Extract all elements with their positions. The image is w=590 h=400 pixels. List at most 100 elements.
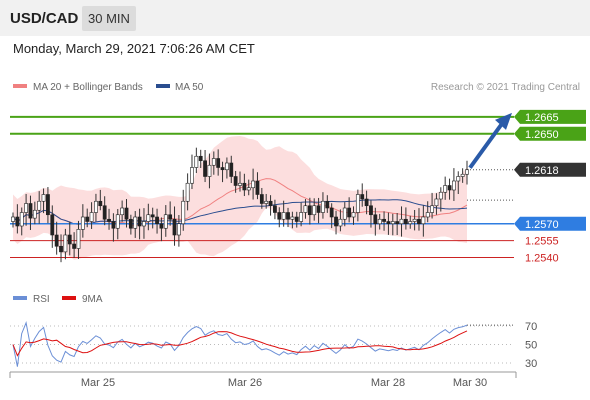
candle	[142, 208, 146, 239]
candle-body	[142, 221, 146, 227]
candle	[115, 209, 120, 240]
candle-body	[434, 198, 439, 207]
candle-body	[294, 216, 299, 222]
candle-body	[329, 207, 334, 218]
candle-body	[264, 200, 269, 204]
candle-body	[238, 182, 242, 186]
candle-body	[216, 158, 221, 168]
candle	[185, 173, 190, 211]
candle-body	[373, 214, 378, 225]
level-tag-3	[514, 216, 586, 231]
candle-body	[307, 205, 312, 216]
candle	[94, 193, 98, 222]
candle	[312, 198, 317, 221]
candle	[37, 191, 42, 224]
forecast-arrow-shaft	[468, 119, 506, 169]
candle	[386, 212, 391, 235]
ma9-legend-label: 9MA	[82, 294, 103, 305]
candle	[281, 200, 286, 227]
candle	[286, 207, 290, 228]
candle	[207, 153, 212, 189]
candle-body	[211, 158, 216, 166]
rsi-tick-label: 70	[525, 321, 537, 333]
candle-body	[89, 212, 94, 222]
candle	[434, 193, 439, 215]
symbol-label: USD/CAD	[10, 10, 79, 27]
candle	[111, 213, 116, 242]
ma9-legend-swatch	[62, 296, 76, 300]
candle-body	[107, 218, 111, 222]
candle	[360, 183, 365, 207]
candle	[150, 207, 155, 229]
candle	[342, 202, 347, 227]
candle-body	[242, 182, 247, 191]
candle-body	[355, 194, 360, 213]
candle-body	[159, 223, 164, 229]
candle-body	[364, 198, 369, 207]
candle-body	[176, 223, 181, 236]
candle-body	[54, 234, 59, 247]
candle-body	[181, 200, 186, 225]
candle	[364, 190, 369, 215]
candle	[59, 234, 63, 263]
candle-body	[198, 155, 203, 162]
candle	[264, 193, 269, 209]
forecast-arrow-head	[495, 112, 512, 130]
rsi-tick-label: 50	[525, 340, 537, 352]
main-legend: MA 20 + Bollinger Bands MA 50 Research ©…	[13, 82, 580, 93]
bollinger-legend-label: MA 20 + Bollinger Bands	[33, 82, 143, 93]
candle-body	[172, 218, 177, 236]
price-panel: 1.2665 1.2650 1.2618 1.2570 1.2555 1.2540	[10, 109, 586, 265]
level-label-5: 1.2540	[525, 253, 559, 265]
candle	[102, 196, 107, 226]
candle	[225, 157, 229, 179]
candle	[377, 213, 382, 230]
candle-body	[124, 207, 129, 220]
candle	[98, 189, 103, 211]
candle	[460, 168, 465, 183]
candle-body	[316, 205, 321, 213]
candle-body	[220, 167, 225, 171]
candle-body	[342, 207, 347, 220]
candle	[290, 211, 295, 229]
candle	[233, 170, 238, 193]
candle-body	[465, 169, 469, 175]
candle-body	[111, 221, 116, 229]
candle	[408, 215, 413, 229]
candle-body	[207, 164, 212, 177]
candle-body	[286, 212, 290, 220]
candle-body	[430, 205, 434, 213]
bollinger-band-fill	[13, 136, 467, 260]
x-tick-label: Mar 26	[228, 377, 262, 389]
candle	[351, 206, 356, 225]
candle-body	[76, 229, 81, 249]
candle	[273, 199, 277, 220]
candle-body	[72, 243, 77, 249]
candle-body	[59, 245, 63, 253]
candle	[216, 149, 221, 176]
candle-body	[225, 162, 229, 171]
candle-body	[408, 221, 413, 225]
candle-body	[390, 221, 395, 225]
candle-body	[303, 205, 308, 213]
ma50-legend-label: MA 50	[175, 82, 204, 93]
bollinger-legend-swatch	[13, 84, 27, 88]
candle-body	[281, 212, 286, 220]
candle-body	[190, 167, 194, 184]
x-axis: Mar 25 Mar 26 Mar 28 Mar 30	[9, 371, 517, 389]
candle-body	[150, 214, 155, 218]
candle-body	[399, 218, 404, 225]
candle-body	[94, 200, 98, 213]
candle-body	[255, 180, 260, 195]
candle	[421, 205, 426, 237]
candle	[325, 195, 330, 213]
candle-body	[32, 209, 37, 219]
candle-body	[37, 200, 42, 211]
candle-body	[443, 185, 448, 193]
candle	[203, 149, 207, 183]
candle	[347, 197, 352, 223]
candle-body	[203, 160, 207, 177]
candle-body	[386, 221, 391, 225]
candle-body	[50, 214, 55, 236]
timeframe-button[interactable]: 30 MIN	[82, 6, 136, 31]
